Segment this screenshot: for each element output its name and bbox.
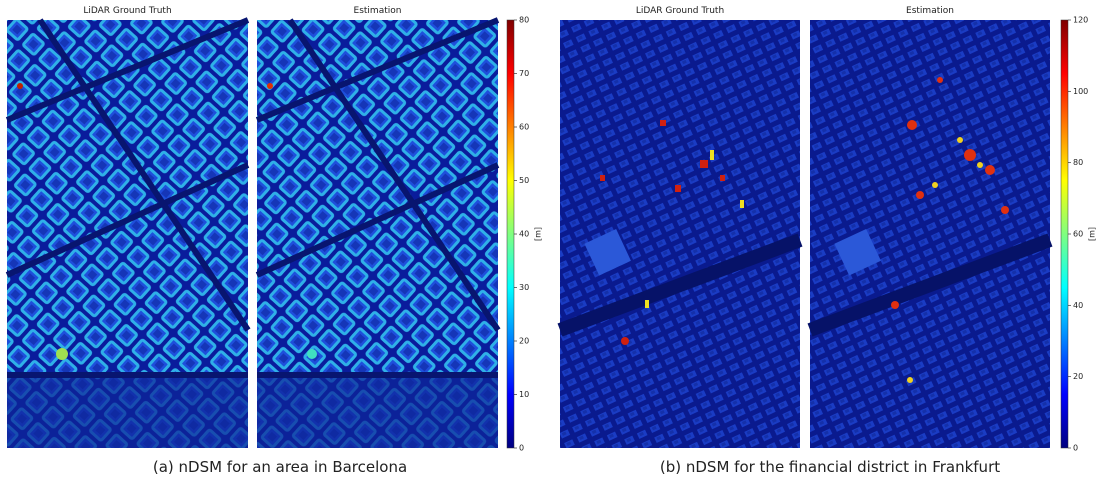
colorbar-label: [m] <box>1088 227 1097 241</box>
colorbar-tick-label: 80 <box>1073 158 1083 167</box>
caption: (a) nDSM for an area in Barcelona <box>153 458 407 476</box>
colorbar-tick-label: 30 <box>519 283 529 292</box>
panel-title: Estimation <box>354 6 402 16</box>
colorbar-tick-label: 70 <box>519 69 529 78</box>
colorbar-tick-label: 20 <box>519 337 529 346</box>
colorbar-label: [m] <box>534 227 543 241</box>
colorbar <box>507 20 514 448</box>
colorbar-tick-label: 0 <box>519 444 524 453</box>
image-lidar <box>560 20 800 448</box>
colorbar-tick-label: 100 <box>1073 87 1088 96</box>
colorbar-tick-label: 10 <box>519 390 529 399</box>
colorbar <box>1061 20 1068 448</box>
colorbar-tick-label: 40 <box>519 230 529 239</box>
colorbar-tick-label: 0 <box>1073 444 1078 453</box>
image-panels-b <box>560 20 1050 448</box>
colorbar-tick-label: 120 <box>1073 16 1088 25</box>
colorbar-tick-label: 60 <box>1073 230 1083 239</box>
panel-title: Estimation <box>906 6 954 16</box>
caption: (b) nDSM for the financial district in F… <box>660 458 1000 476</box>
figure: LiDAR Ground Truth Estimation 0 10 20 30 40 50 6… <box>0 0 1097 482</box>
colorbar-tick-label: 40 <box>1073 301 1083 310</box>
colorbar-tick-label: 20 <box>1073 372 1083 381</box>
colorbar-tick-label: 80 <box>519 16 529 25</box>
image-estimation <box>810 20 1050 448</box>
colorbar-tick-label: 60 <box>519 123 529 132</box>
colorbar-tick-label: 50 <box>519 176 529 185</box>
panel-title: LiDAR Ground Truth <box>636 6 724 16</box>
panel-title: LiDAR Ground Truth <box>83 6 171 16</box>
image-panels-a <box>7 20 498 448</box>
